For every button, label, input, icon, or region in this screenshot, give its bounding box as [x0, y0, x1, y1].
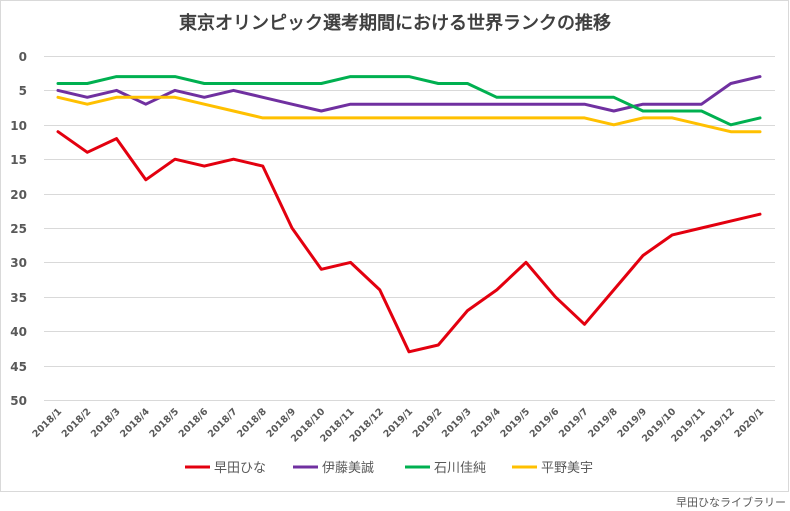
legend-item-ito-mima: 伊藤美誠: [293, 461, 374, 476]
y-tick-label: 35: [10, 291, 27, 305]
legend: 早田ひな 伊藤美誠 石川佳純 平野美宇: [185, 461, 593, 476]
y-tick-label: 25: [10, 222, 27, 236]
y-tick-label: 5: [19, 84, 27, 98]
legend-item-hayata-hina: 早田ひな: [185, 461, 266, 476]
y-tick-label: 20: [10, 188, 27, 202]
legend-label: 平野美宇: [541, 461, 593, 476]
y-tick-label: 50: [10, 394, 27, 408]
y-axis-labels: 0 5 10 15 20 25 30 35 40 45 50: [10, 50, 27, 408]
gridlines: [44, 56, 775, 401]
series-lines: [56, 75, 762, 354]
y-tick-label: 10: [10, 119, 27, 133]
legend-label: 石川佳純: [434, 461, 486, 476]
y-tick-label: 15: [10, 153, 27, 167]
legend-label: 早田ひな: [214, 461, 266, 476]
y-tick-label: 45: [10, 360, 27, 374]
series-line-ishikawa-kasumi: [56, 75, 762, 127]
legend-label: 伊藤美誠: [322, 461, 374, 476]
y-tick-label: 30: [10, 256, 27, 270]
series-line-ito-mima: [56, 75, 762, 113]
legend-item-ishikawa-kasumi: 石川佳純: [405, 461, 486, 476]
y-tick-label: 40: [10, 325, 27, 339]
y-tick-label: 0: [19, 50, 27, 64]
chart-title: 東京オリンピック選考期間における世界ランクの推移: [179, 12, 611, 34]
footer-credit: 早田ひなライブラリー: [676, 495, 786, 509]
series-line-hirano-miu: [56, 95, 762, 134]
series-line-hayata-hina: [56, 130, 762, 354]
legend-item-hirano-miu: 平野美宇: [512, 461, 593, 476]
